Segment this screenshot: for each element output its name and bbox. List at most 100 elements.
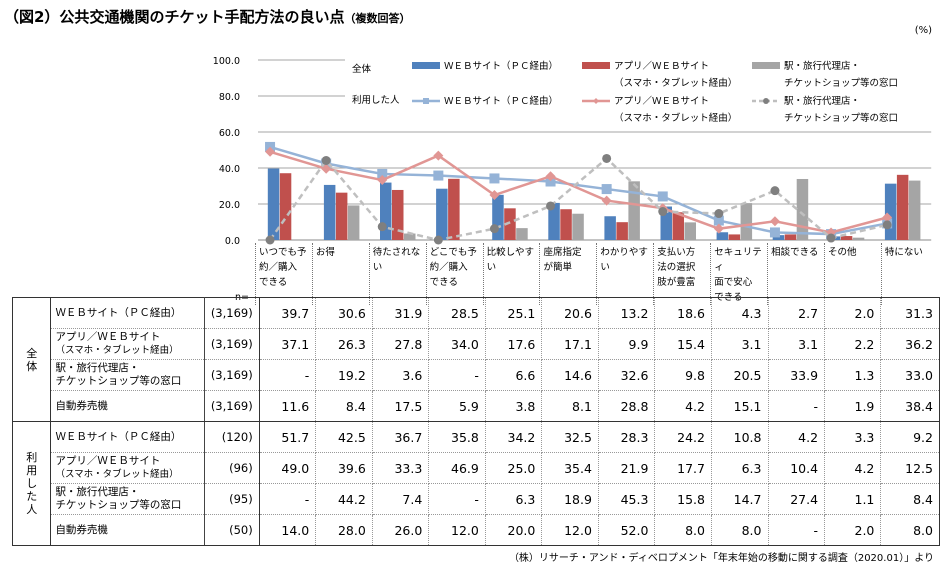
row-label-line: （スマホ・タブレット経由） [55,345,179,356]
data-point [713,223,724,234]
value-cell: 28.8 [598,390,656,422]
value-cell: 15.4 [654,328,712,360]
value-cell: 26.3 [315,328,373,360]
value-cell: 33.3 [372,452,430,484]
value-cell: 14.0 [259,514,317,546]
bar [616,222,628,240]
value-cell: 20.5 [711,359,769,391]
data-point [770,186,780,196]
bar [852,237,865,240]
category-header-line: 肢が豊富 [657,277,696,288]
table-row: アプリ／ＷＥＢサイト （スマホ・タブレット経由） (96) 49.0 39.6 33.3 4… [13,452,940,484]
data-point [657,191,668,202]
value-cell: 18.6 [654,297,712,329]
value-cell: 17.6 [485,328,543,360]
legend-bar-station-swatch [752,62,780,69]
n-label: n= [234,292,249,303]
category-header-line: い [600,262,610,273]
row-label-line: ＷＥＢサイト（ＰＣ経由） [55,306,182,319]
y-axis-ticks: 0.0 20.0 40.0 60.0 80.0 100.0 [213,56,240,247]
value-cell: 18.9 [541,483,599,515]
sample-size: (3,169) [204,328,260,360]
value-cell: 8.4 [880,483,940,515]
value-cell: 12.5 [880,452,940,484]
data-point [489,224,499,234]
value-cell: 2.0 [824,514,882,546]
bar [560,209,572,240]
data-point [489,190,500,200]
legend-group-users: 利用した人 [352,94,400,106]
bar [279,173,292,240]
value-cell: 12.0 [541,514,599,546]
sample-size: (3,169) [204,297,260,329]
data-point [377,168,388,179]
row-label-line: アプリ／ＷＥＢサイト [55,331,161,343]
group-label: 全体 [11,297,52,422]
value-cell: 3.1 [768,328,826,360]
value-cell: - [428,359,486,391]
value-cell: 15.8 [654,483,712,515]
value-cell: 46.9 [428,452,486,484]
value-cell: 2.0 [824,297,882,329]
value-cell: 25.0 [485,452,543,484]
value-cell: 36.2 [880,328,940,360]
legend-line-app-label2: （スマホ・タブレット経由） [614,112,737,124]
legend-group-all: 全体 [352,63,372,75]
bar [672,212,684,240]
value-cell: 17.1 [541,328,599,360]
category-header: 支払い方 法の選択 肢が豊富 [653,243,711,305]
bar [728,234,741,240]
sample-size: (3,169) [204,359,260,391]
bar [896,174,909,240]
bar [784,234,797,240]
table-row: 自動券売機 (50) 14.0 28.0 26.0 12.0 20.0 12.0 52.0 8.0… [13,514,940,546]
category-header: どこでも予 約／購入 できる [425,243,484,305]
row-label-line: 自動券売機 [55,523,108,536]
value-cell: 26.0 [372,514,430,546]
source-note: （株）リサーチ・アンド・ディベロプメント「年末年始の移動に関する調査（2020.… [508,553,934,564]
category-header-line: 支払い方 [657,247,696,258]
value-cell: 14.6 [541,359,599,391]
row-label-line: 駅・旅行代理店・ [55,486,140,498]
data-point [882,220,892,230]
sample-size: (95) [204,483,260,515]
row-label: 駅・旅行代理店・ チケットショップ等の窓口 [50,359,205,391]
category-header-line: 特にない [884,247,923,258]
value-cell: 4.2 [824,452,882,484]
value-cell: 4.3 [711,297,769,329]
title-main: （図2）公共交通機関のチケット手配方法の良い点 [4,8,345,26]
value-cell: 33.9 [768,359,826,391]
group-label-char: た [26,490,38,503]
data-point [377,175,388,186]
title-sub: （複数回答） [344,12,411,25]
table-row: 利用した人 ＷＥＢサイト（ＰＣ経由） (120) 51.7 42.5 36.7 35.8 34… [11,421,940,546]
value-cell: 3.3 [824,421,882,453]
value-cell: 9.2 [880,421,940,453]
data-point [546,201,556,211]
category-header: 特にない [880,243,940,305]
bar [392,189,404,240]
value-cell: - [259,359,317,391]
category-header: その他 [824,243,882,305]
bar [740,203,753,240]
value-cell: 13.2 [598,297,656,329]
value-cell: 20.0 [485,514,543,546]
value-cell: 24.2 [654,421,712,453]
value-cell: 17.7 [654,452,712,484]
value-cell: 3.1 [711,328,769,360]
value-cell: 14.7 [711,483,769,515]
legend-bar-app-swatch [582,62,610,69]
group-label-char: 人 [26,503,38,516]
value-cell: 51.7 [259,421,317,453]
data-point [601,195,612,206]
data-point [714,209,724,219]
value-cell: 5.9 [428,390,486,422]
group-label-char: し [26,477,38,490]
value-cell: 6.3 [711,452,769,484]
bar [772,235,785,240]
value-cell: 52.0 [598,514,656,546]
value-cell: 33.0 [880,359,940,391]
value-cell: 35.4 [541,452,599,484]
bar [335,192,348,240]
category-header-line: お得 [315,247,335,258]
